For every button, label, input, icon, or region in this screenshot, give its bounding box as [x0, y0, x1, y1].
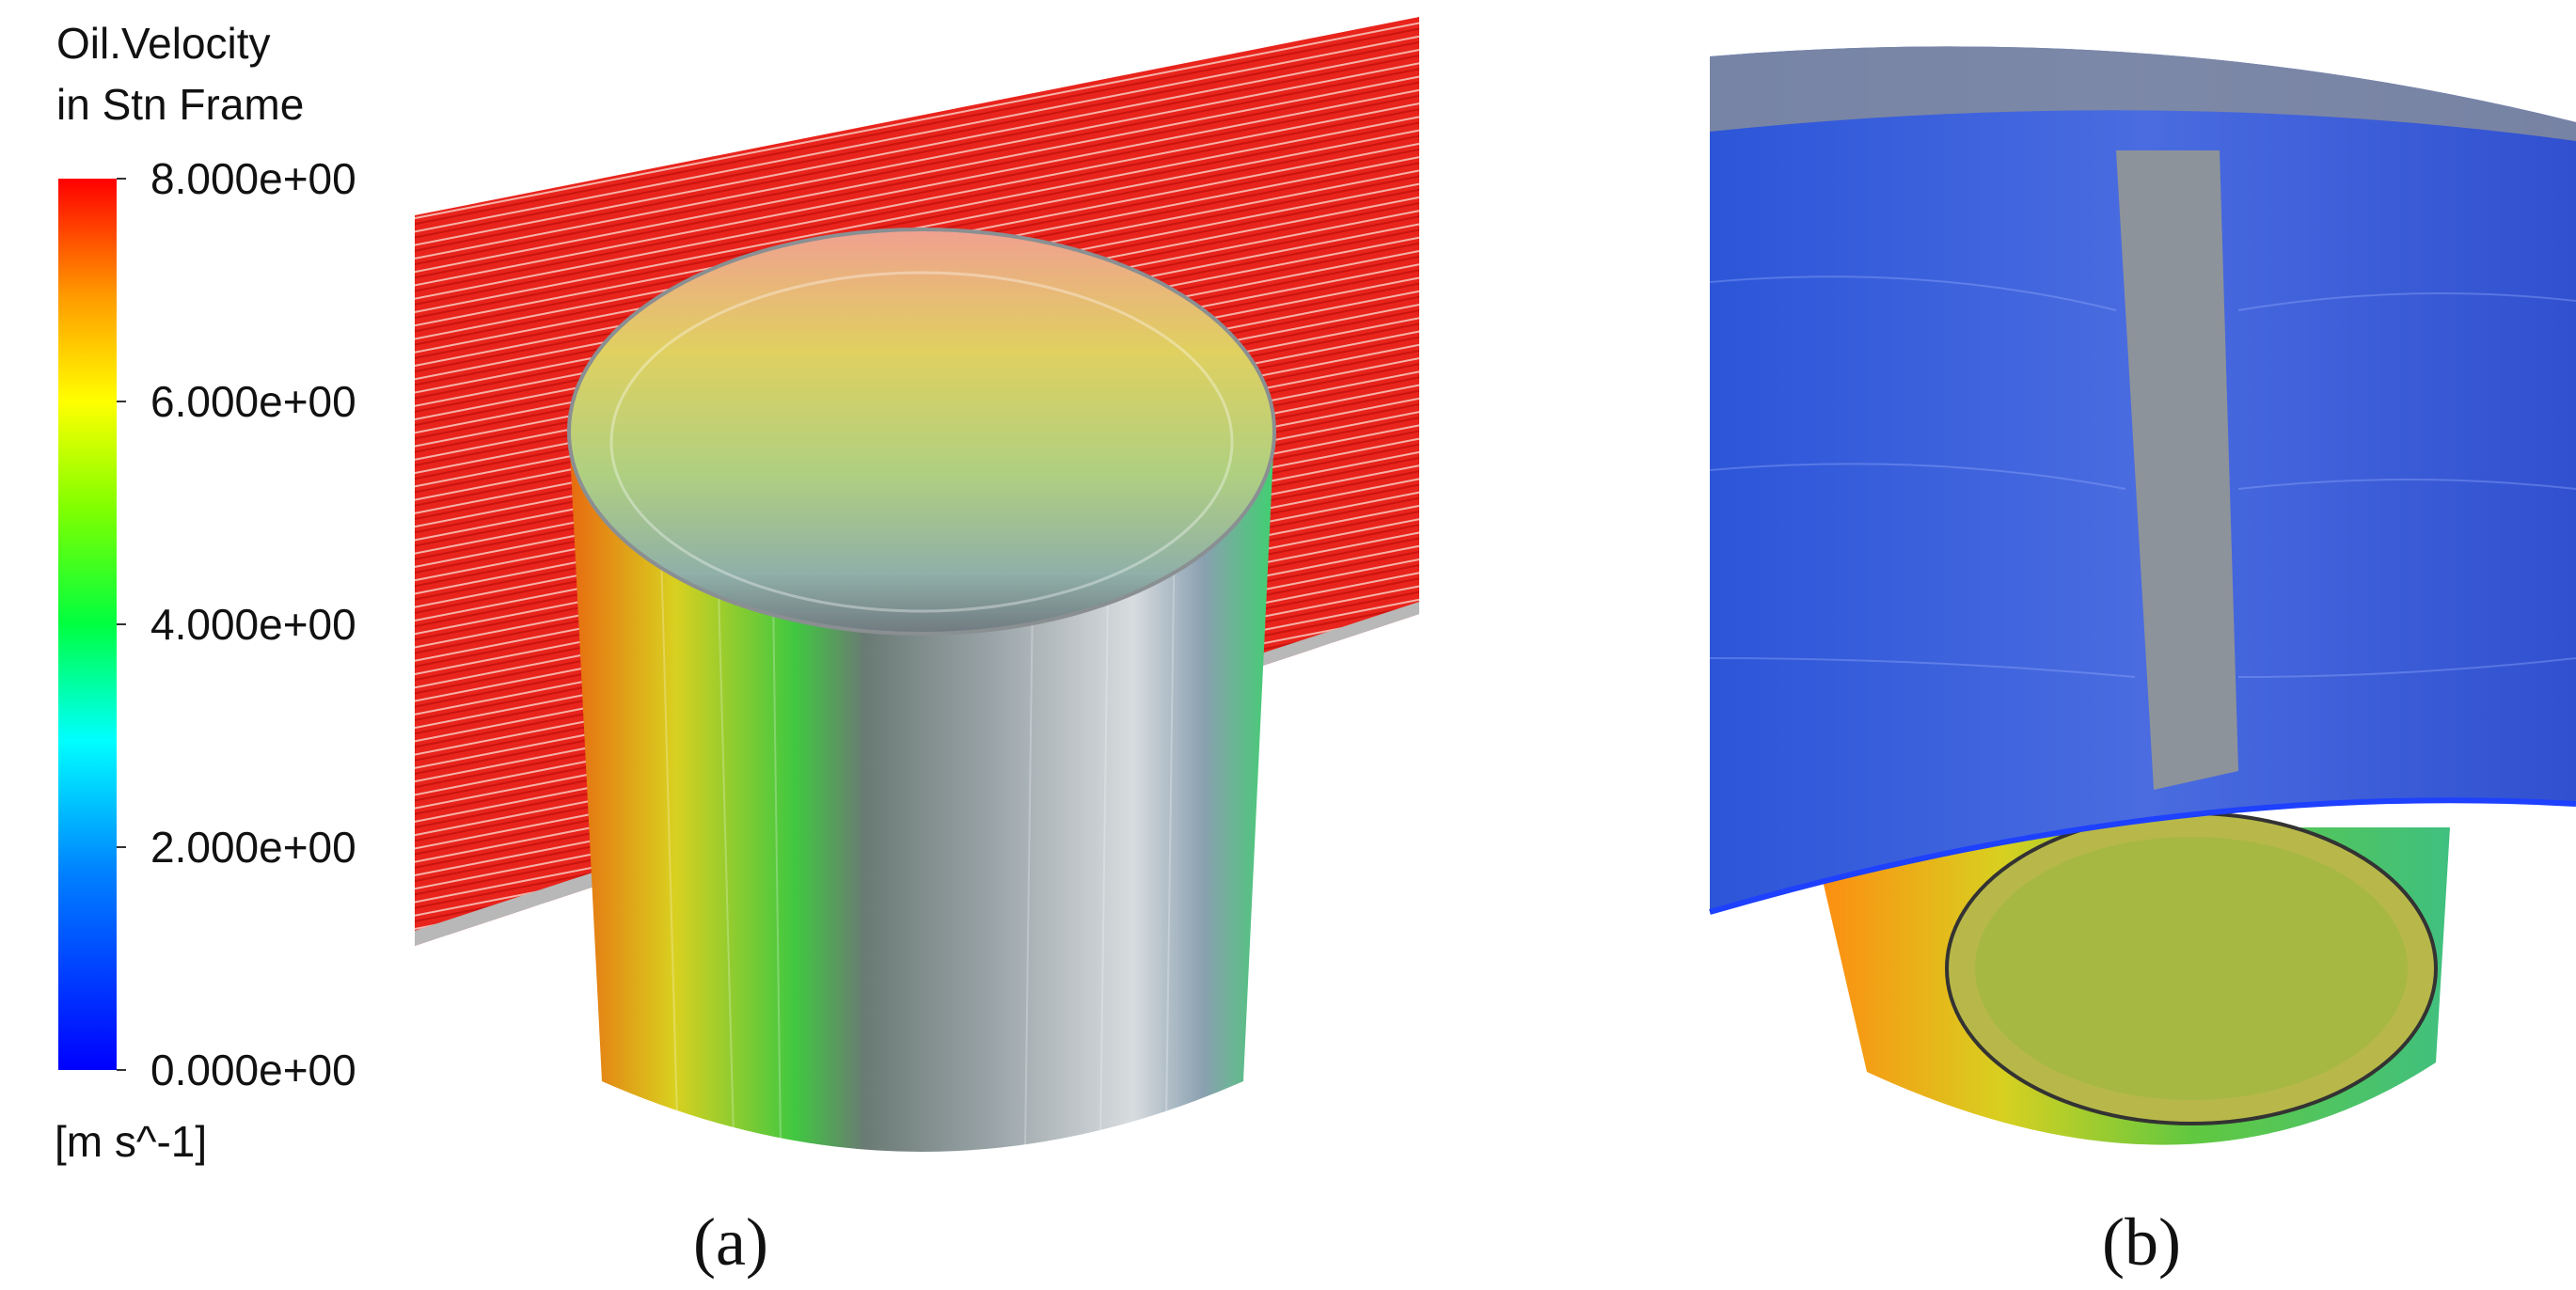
colorbar-gradient — [58, 179, 117, 1070]
panel-label: (b) — [2102, 1204, 2181, 1280]
colorbar-tick-label: 8.000e+00 — [150, 154, 356, 203]
colorbar-title: in Stn Frame — [56, 80, 304, 129]
colorbar: Oil.Velocity in Stn Frame 8.000e+00 6.000… — [55, 19, 356, 1166]
panel-b-image — [1709, 46, 2576, 1145]
colorbar-ticks: 8.000e+00 6.000e+00 4.000e+00 2.000e+00 0.00… — [117, 154, 356, 1094]
colorbar-tick-label: 4.000e+00 — [150, 600, 356, 649]
colorbar-unit: [m s^-1] — [55, 1117, 207, 1166]
panel-label: (a) — [693, 1204, 768, 1280]
colorbar-tick-label: 2.000e+00 — [150, 823, 356, 872]
colorbar-tick-label: 0.000e+00 — [150, 1046, 356, 1094]
colorbar-tick-label: 6.000e+00 — [150, 377, 356, 426]
colorbar-title: Oil.Velocity — [56, 19, 271, 68]
panel-a-image — [415, 17, 1419, 1153]
